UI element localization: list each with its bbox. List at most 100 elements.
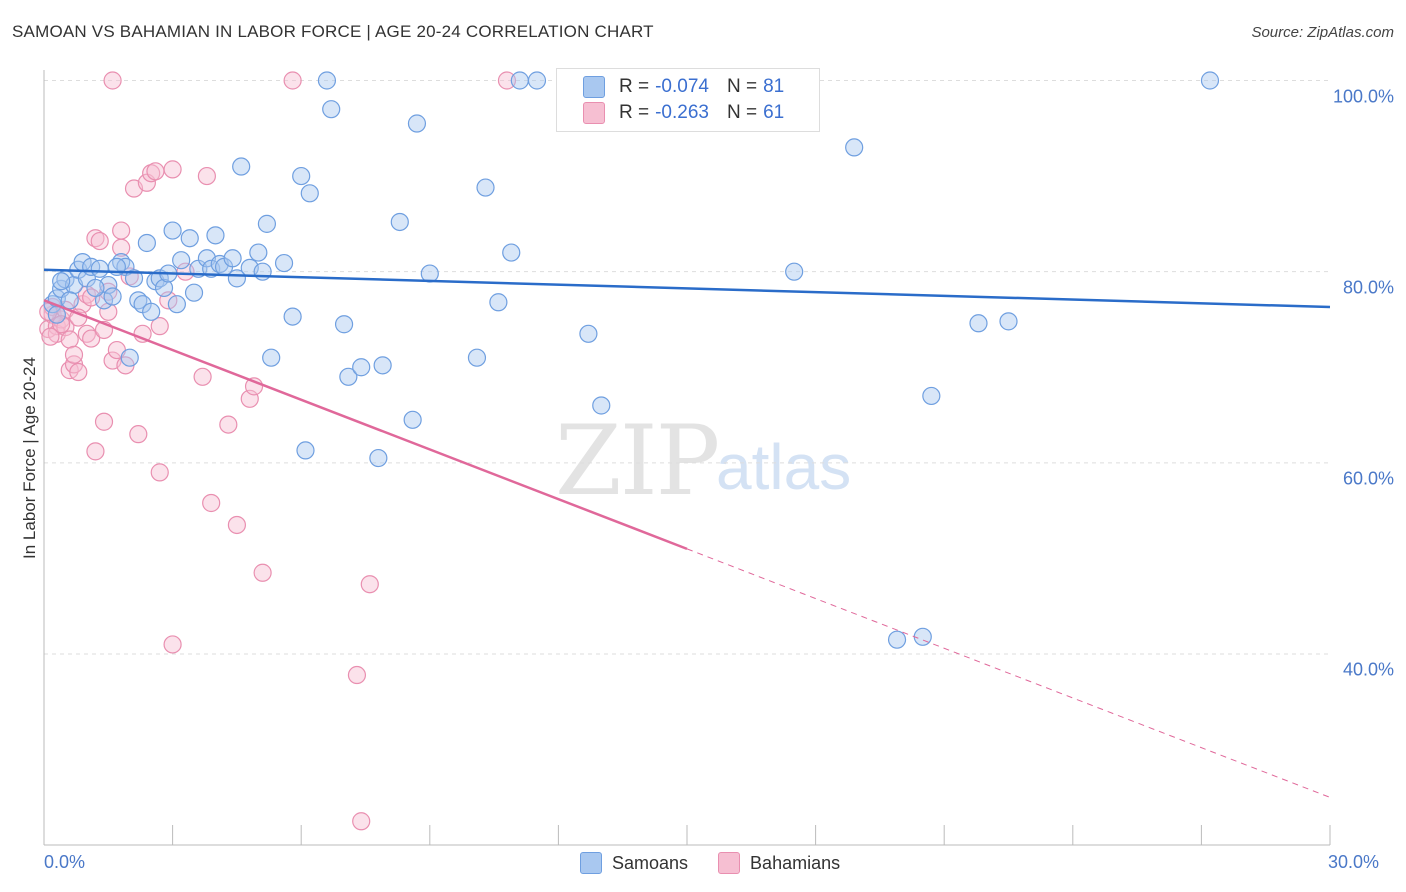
samoans-point — [300, 184, 319, 203]
samoans-point — [922, 386, 941, 406]
samoans-n-label: N = — [726, 76, 758, 97]
samoans-point — [339, 367, 358, 386]
watermark-zip: ZIP — [555, 405, 720, 517]
bahamians-point — [202, 493, 221, 513]
samoans-points — [43, 71, 1220, 649]
bahamians-point — [90, 231, 109, 251]
bahamians-point — [86, 442, 105, 461]
samoans-point — [407, 114, 427, 133]
samoans-point — [103, 287, 122, 306]
bahamians-point — [352, 812, 371, 831]
samoans-point — [253, 262, 272, 281]
bahamians-point — [112, 221, 131, 240]
samoans-point — [999, 312, 1018, 331]
legend-item-bahamians[interactable]: Bahamians — [718, 852, 840, 874]
samoans-point — [467, 348, 487, 367]
bahamians-point — [347, 665, 367, 685]
samoans-point — [969, 314, 988, 333]
samoans-point — [292, 166, 311, 186]
samoans-point — [167, 295, 186, 314]
samoans-point — [283, 307, 302, 326]
samoans-point — [476, 178, 495, 197]
bahamians-point — [41, 327, 60, 346]
bahamians-legend-label: Bahamians — [750, 852, 841, 873]
samoans-point — [142, 302, 161, 321]
correlation-legend: R = -0.074 N = 81 R = -0.263 N = 61 — [556, 68, 820, 132]
samoans-point — [502, 243, 521, 262]
bahamians-point — [497, 71, 517, 90]
samoans-point — [206, 226, 225, 245]
samoans-point — [154, 278, 174, 298]
legend-row-samoans: R = -0.074 N = 81 — [583, 75, 784, 99]
samoans-point — [887, 630, 907, 649]
bahamians-point — [360, 575, 379, 594]
samoans-point — [352, 358, 371, 377]
samoans-point — [90, 259, 109, 278]
legend-row-bahamians: R = -0.263 N = 61 — [583, 101, 784, 125]
samoans-point — [785, 262, 804, 281]
bahamians-point — [253, 563, 272, 582]
bahamians-point — [150, 317, 169, 336]
y-tick-label: 80.0% — [1342, 277, 1394, 298]
samoans-point — [489, 293, 508, 312]
bahamians-points — [39, 71, 517, 831]
source-label: Source: ZipAtlas.com — [1251, 24, 1394, 41]
samoans-r-label: R = — [619, 76, 650, 97]
y-tick-label: 60.0% — [1342, 468, 1394, 489]
samoans-point — [262, 348, 281, 367]
samoans-point — [373, 356, 392, 375]
samoans-point — [232, 157, 251, 176]
bahamians-point — [219, 415, 238, 434]
bahamians-point — [60, 330, 79, 349]
samoans-point — [274, 253, 294, 273]
legend-item-samoans[interactable]: Samoans — [580, 852, 688, 874]
bahamians-point — [146, 162, 165, 181]
bahamians-point — [197, 166, 216, 186]
bahamians-swatch — [583, 102, 605, 124]
samoans-point — [86, 278, 105, 298]
bahamians-point — [227, 515, 246, 535]
samoans-point — [120, 348, 139, 367]
samoans-point — [527, 71, 547, 90]
samoans-point — [223, 249, 242, 268]
samoans-point — [845, 138, 864, 157]
samoans-point — [184, 283, 204, 302]
bahamians-point — [283, 71, 302, 90]
bahamians-point — [150, 463, 169, 482]
bahamians-point — [112, 238, 131, 257]
bahamians-point — [82, 329, 101, 348]
samoans-point — [296, 441, 315, 460]
x-tick-min: 0.0% — [44, 852, 86, 872]
bahamians-point — [163, 160, 182, 179]
samoans-trend-line — [43, 268, 1331, 309]
samoans-point — [60, 291, 79, 310]
watermark-atlas: atlas — [716, 431, 852, 503]
bahamians-legend-swatch — [718, 852, 741, 874]
samoans-point — [369, 448, 388, 468]
samoans-legend-swatch — [580, 852, 602, 874]
samoans-point — [403, 410, 422, 429]
samoans-point — [180, 229, 199, 248]
bahamians-point — [94, 412, 114, 431]
trend-lines — [43, 268, 1331, 798]
bahamians-trend-extension — [686, 548, 1331, 798]
samoans-point — [163, 221, 182, 240]
series-legend: Samoans Bahamians — [580, 852, 870, 874]
samoans-point — [913, 627, 932, 646]
bahamians-n-value: 61 — [763, 102, 785, 123]
samoans-point — [124, 269, 144, 288]
bahamians-point — [52, 315, 71, 334]
samoans-point — [322, 100, 341, 119]
samoans-point — [137, 233, 156, 253]
samoans-point — [390, 212, 409, 232]
samoans-legend-label: Samoans — [612, 852, 689, 873]
samoans-point — [334, 315, 354, 334]
samoans-point — [1200, 71, 1220, 90]
bahamians-n-label: N = — [726, 102, 758, 123]
samoans-point — [172, 251, 191, 270]
bahamians-r-label: R = — [619, 102, 650, 123]
y-tick-label: 100.0% — [1332, 86, 1394, 106]
bahamians-point — [64, 345, 84, 364]
samoans-point — [257, 214, 277, 233]
